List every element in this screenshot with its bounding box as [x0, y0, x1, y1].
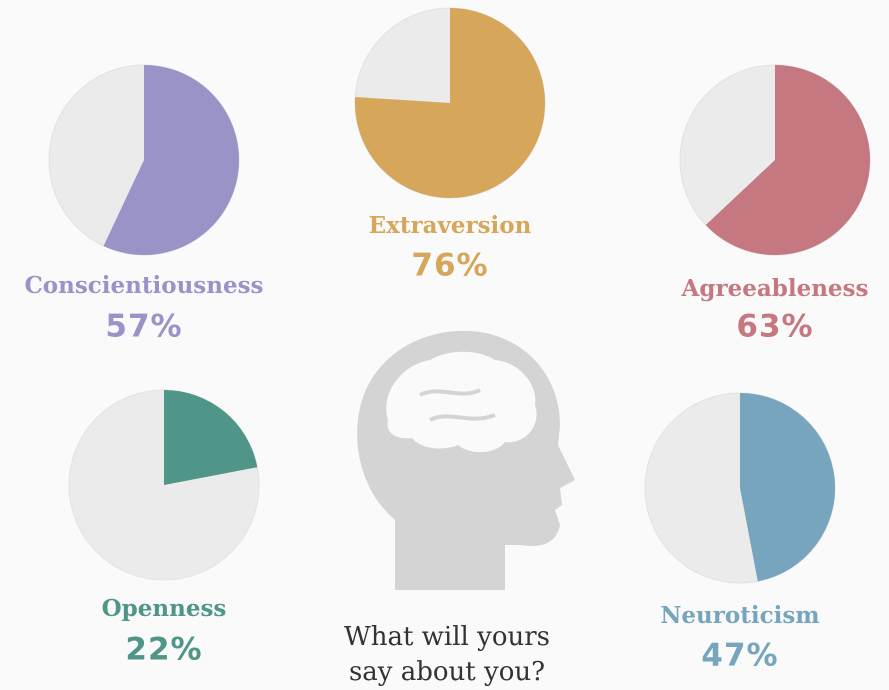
- pie-title: Openness: [102, 595, 227, 622]
- pie-slice: [355, 8, 545, 198]
- pie-title: Agreeableness: [681, 275, 869, 302]
- pie-value-label: 22%: [125, 632, 202, 668]
- pie-value-label: 47%: [701, 638, 778, 674]
- pie-slice: [705, 65, 870, 256]
- pie-title: Neuroticism: [660, 602, 819, 629]
- pie-title: Extraversion: [369, 212, 532, 239]
- pie-title: Conscientiousness: [24, 272, 263, 299]
- pie-slice: [103, 65, 240, 255]
- pie-slice: [740, 393, 835, 582]
- caption-line: say about you?: [349, 657, 545, 687]
- pie-value-label: 76%: [411, 248, 488, 284]
- pie-value-label: 57%: [105, 309, 182, 345]
- head-icon: [357, 330, 575, 590]
- pie-value-label: 63%: [736, 309, 813, 345]
- caption-line: What will yours: [344, 622, 550, 652]
- pie-slice: [164, 390, 258, 485]
